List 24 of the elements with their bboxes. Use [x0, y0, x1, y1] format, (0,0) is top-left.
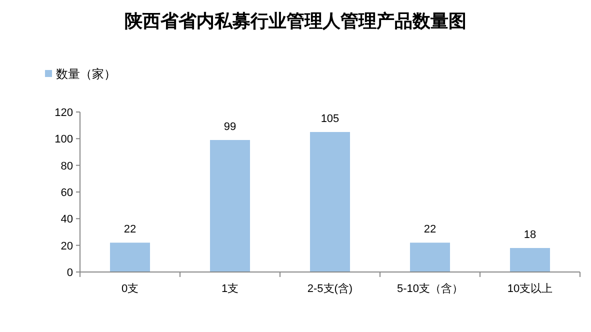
data-label: 22	[124, 224, 136, 236]
bar	[210, 140, 250, 272]
legend-label: 数量（家）	[56, 67, 116, 81]
y-tick-label: 40	[60, 214, 73, 226]
chart-title: 陕西省省内私募行业管理人管理产品数量图	[124, 11, 466, 31]
y-tick-label: 80	[60, 160, 73, 172]
x-tick-label: 10支以上	[507, 282, 553, 295]
data-label: 99	[224, 121, 236, 133]
bar	[310, 132, 350, 272]
y-tick-label: 20	[60, 240, 73, 252]
data-label: 105	[320, 113, 340, 125]
bar	[410, 242, 450, 272]
bar	[110, 242, 150, 272]
x-tick-label: 0支	[121, 282, 139, 295]
y-tick-label: 0	[66, 267, 73, 279]
x-tick-label: 2-5支(含)	[307, 282, 353, 295]
y-tick-label: 60	[60, 187, 73, 199]
bar	[510, 248, 550, 272]
data-label: 18	[524, 229, 536, 241]
y-tick-label: 100	[54, 134, 73, 146]
x-tick-label: 1支	[221, 282, 239, 295]
data-label: 22	[424, 224, 436, 236]
x-tick-label: 5-10支（含）	[396, 282, 464, 295]
y-tick-label: 120	[54, 107, 73, 119]
